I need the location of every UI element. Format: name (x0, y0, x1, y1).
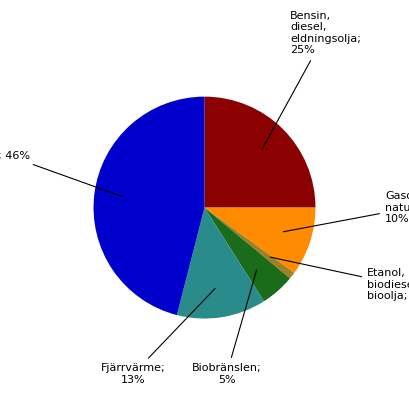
Text: Biobränslen;
5%: Biobränslen; 5% (192, 270, 261, 384)
Wedge shape (204, 97, 315, 208)
Wedge shape (204, 208, 294, 278)
Text: Gasol,
naturgas;
10%: Gasol, naturgas; 10% (283, 191, 409, 232)
Text: Fjärrvärme;
13%: Fjärrvärme; 13% (101, 288, 215, 384)
Text: Bensin,
diesel,
eldningsolja;
25%: Bensin, diesel, eldningsolja; 25% (262, 11, 361, 149)
Wedge shape (177, 208, 264, 319)
Wedge shape (204, 208, 315, 273)
Text: El; 46%: El; 46% (0, 151, 123, 196)
Wedge shape (204, 208, 290, 301)
Text: Etanol,
biodiesel,
bioolja; 1%: Etanol, biodiesel, bioolja; 1% (270, 257, 409, 301)
Wedge shape (94, 97, 204, 315)
